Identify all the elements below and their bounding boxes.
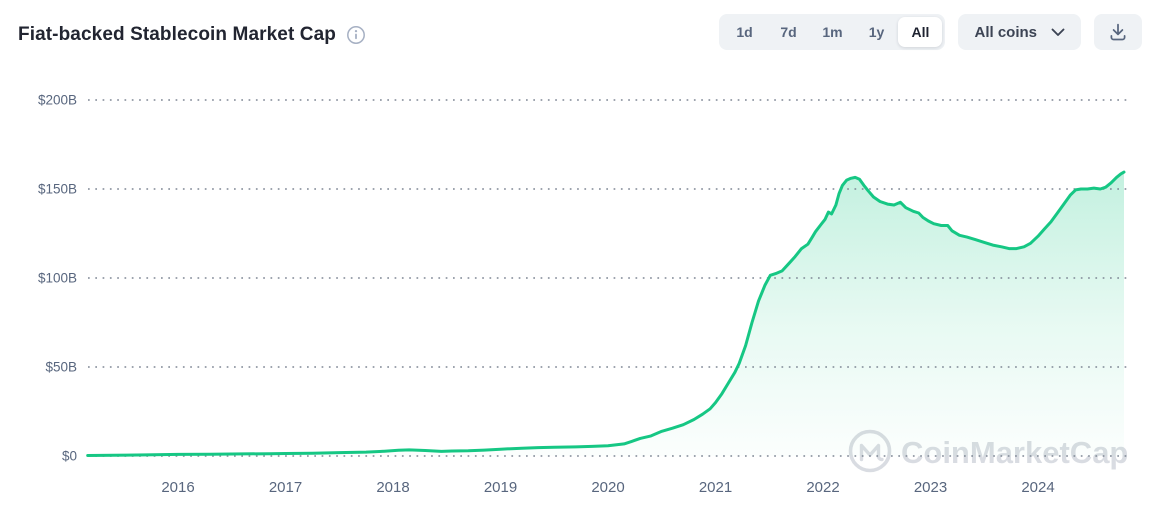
- range-option-1y[interactable]: 1y: [854, 17, 898, 47]
- range-selector: 1d 7d 1m 1y All: [719, 14, 946, 50]
- page-title: Fiat-backed Stablecoin Market Cap: [18, 24, 336, 45]
- range-option-7d[interactable]: 7d: [766, 17, 810, 47]
- coinmarketcap-watermark: CoinMarketCap: [848, 429, 1128, 473]
- svg-text:$200B: $200B: [38, 93, 77, 108]
- chart-plot-area[interactable]: [88, 80, 1130, 466]
- svg-text:2021: 2021: [699, 479, 732, 496]
- area-fill: [87, 172, 1125, 456]
- chevron-down-icon: [1051, 28, 1065, 36]
- svg-text:$0: $0: [62, 449, 77, 464]
- info-icon[interactable]: [346, 25, 366, 45]
- svg-text:2023: 2023: [914, 479, 947, 496]
- svg-text:$50B: $50B: [45, 360, 77, 375]
- title-row: Fiat-backed Stablecoin Market Cap: [18, 24, 366, 46]
- coinmarketcap-logo-icon: [859, 443, 884, 462]
- range-option-1m[interactable]: 1m: [810, 17, 854, 47]
- market-cap-line: [86, 170, 1126, 457]
- y-axis-labels: $0 $50B $100B $150B $200B: [38, 93, 77, 464]
- chart-controls: 1d 7d 1m 1y All All coins: [719, 14, 1142, 50]
- svg-text:$100B: $100B: [38, 271, 77, 286]
- svg-text:2020: 2020: [591, 479, 624, 496]
- svg-text:2018: 2018: [376, 479, 409, 496]
- x-axis-labels: 2016 2017 2018 2019 2020 2021 2022 2023 2024: [161, 479, 1054, 496]
- svg-text:2017: 2017: [269, 479, 302, 496]
- svg-text:CoinMarketCap: CoinMarketCap: [901, 435, 1128, 470]
- all-coins-dropdown[interactable]: All coins: [958, 14, 1081, 50]
- download-icon: [1110, 23, 1126, 41]
- range-option-all[interactable]: All: [898, 17, 943, 47]
- all-coins-label: All coins: [974, 23, 1037, 41]
- svg-text:2022: 2022: [806, 479, 839, 496]
- range-option-1d[interactable]: 1d: [722, 17, 766, 47]
- svg-text:2019: 2019: [484, 479, 517, 496]
- svg-text:2024: 2024: [1021, 479, 1054, 496]
- download-button[interactable]: [1094, 14, 1142, 50]
- svg-text:2016: 2016: [161, 479, 194, 496]
- chart-header: Fiat-backed Stablecoin Market Cap 1d 7d 1m…: [0, 0, 1152, 64]
- svg-text:$150B: $150B: [38, 182, 77, 197]
